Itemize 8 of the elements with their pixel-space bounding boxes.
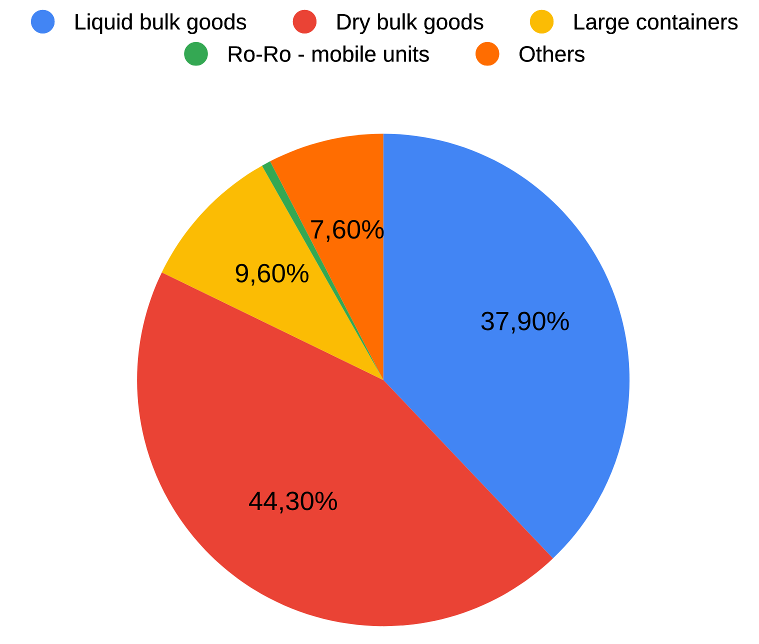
legend-label: Liquid bulk goods xyxy=(76,13,246,34)
data-label: 9,60% xyxy=(236,264,308,286)
legend-label: Large containers xyxy=(574,13,738,34)
legend-label: Dry bulk goods xyxy=(338,13,484,34)
legend-label: Ro-Ro - mobile units xyxy=(228,46,429,62)
data-label: 44,30% xyxy=(249,492,337,514)
data-label: 37,90% xyxy=(481,312,569,334)
legend-label: Others xyxy=(520,46,584,62)
